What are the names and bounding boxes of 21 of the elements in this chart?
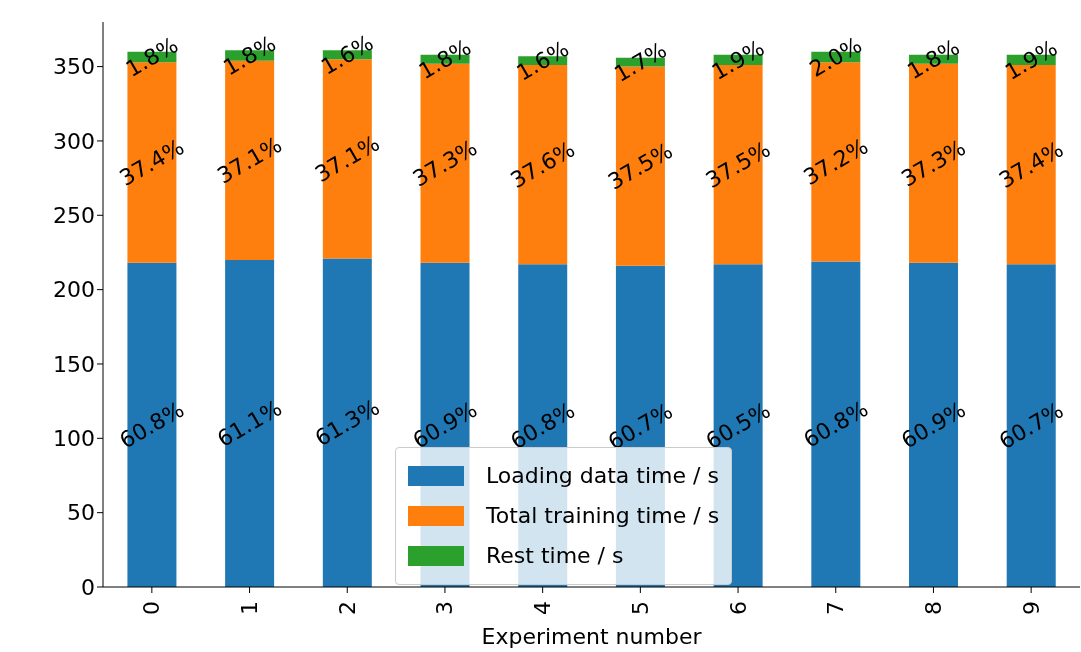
legend-label: Loading data time / s <box>486 462 719 490</box>
x-tick-label: 7 <box>823 601 849 615</box>
x-tick-label: 5 <box>627 601 653 615</box>
x-axis-title: Experiment number <box>481 624 703 649</box>
x-tick-label: 4 <box>530 601 556 615</box>
x-tick-label: 1 <box>237 601 263 615</box>
y-tick-label: 150 <box>53 351 95 377</box>
x-tick-label: 0 <box>139 601 165 615</box>
y-tick-label: 350 <box>53 54 95 80</box>
y-tick-label: 100 <box>53 426 95 452</box>
x-tick-label: 9 <box>1018 601 1044 615</box>
x-tick-label: 3 <box>432 601 458 615</box>
legend-label: Total training time / s <box>486 502 720 530</box>
y-tick-label: 250 <box>53 203 95 229</box>
x-tick-label: 8 <box>920 601 946 615</box>
x-tick-label: 2 <box>334 601 360 615</box>
y-tick-label: 50 <box>67 500 95 526</box>
legend-label: Rest time / s <box>486 542 624 570</box>
y-tick-label: 300 <box>53 128 95 154</box>
y-tick-label: 200 <box>53 277 95 303</box>
x-tick-label: 6 <box>725 601 751 615</box>
